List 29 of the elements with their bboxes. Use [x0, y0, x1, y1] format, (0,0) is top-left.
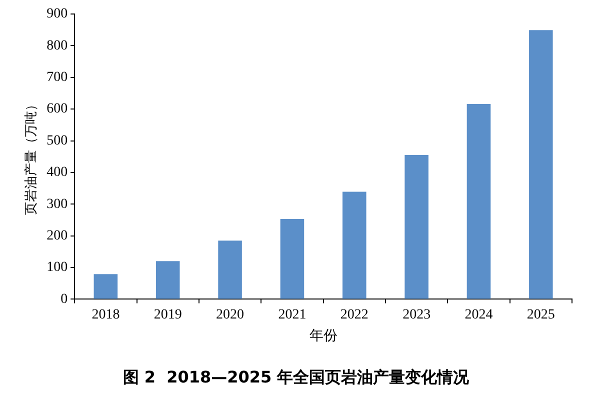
x-tick-label: 2025	[526, 307, 555, 322]
bar	[466, 104, 491, 299]
x-axis-title: 年份	[309, 328, 338, 344]
text: 图 2 2018—2025 年全国页岩油产量变化情况	[122, 368, 470, 387]
x-tick-label: 2023	[402, 307, 431, 322]
bar	[156, 261, 180, 299]
bar	[94, 274, 118, 299]
y-tick-label: 800	[46, 38, 68, 54]
x-tick-label: 2022	[340, 307, 368, 322]
bar	[529, 30, 553, 299]
bar	[218, 240, 242, 299]
y-tick-label: 900	[46, 6, 68, 22]
y-tick-label: 100	[46, 260, 68, 276]
x-tick-label: 2024	[464, 307, 493, 322]
bar	[404, 155, 428, 299]
y-axis-title: 页岩油产量（万吨）	[24, 98, 40, 216]
bar	[342, 192, 366, 299]
y-tick-label: 600	[46, 102, 68, 117]
y-tick-label: 700	[46, 70, 68, 86]
x-tick-label: 2019	[154, 307, 182, 322]
y-tick-label: 400	[46, 165, 68, 180]
bar	[280, 219, 304, 299]
y-tick-label: 200	[46, 228, 68, 244]
x-tick-label: 2020	[216, 307, 244, 322]
y-tick-label: 0	[60, 292, 68, 307]
y-tick-label: 300	[46, 196, 68, 212]
x-tick-label: 2021	[278, 307, 306, 322]
y-tick-label: 500	[46, 133, 68, 148]
x-tick-label: 2018	[92, 307, 120, 322]
